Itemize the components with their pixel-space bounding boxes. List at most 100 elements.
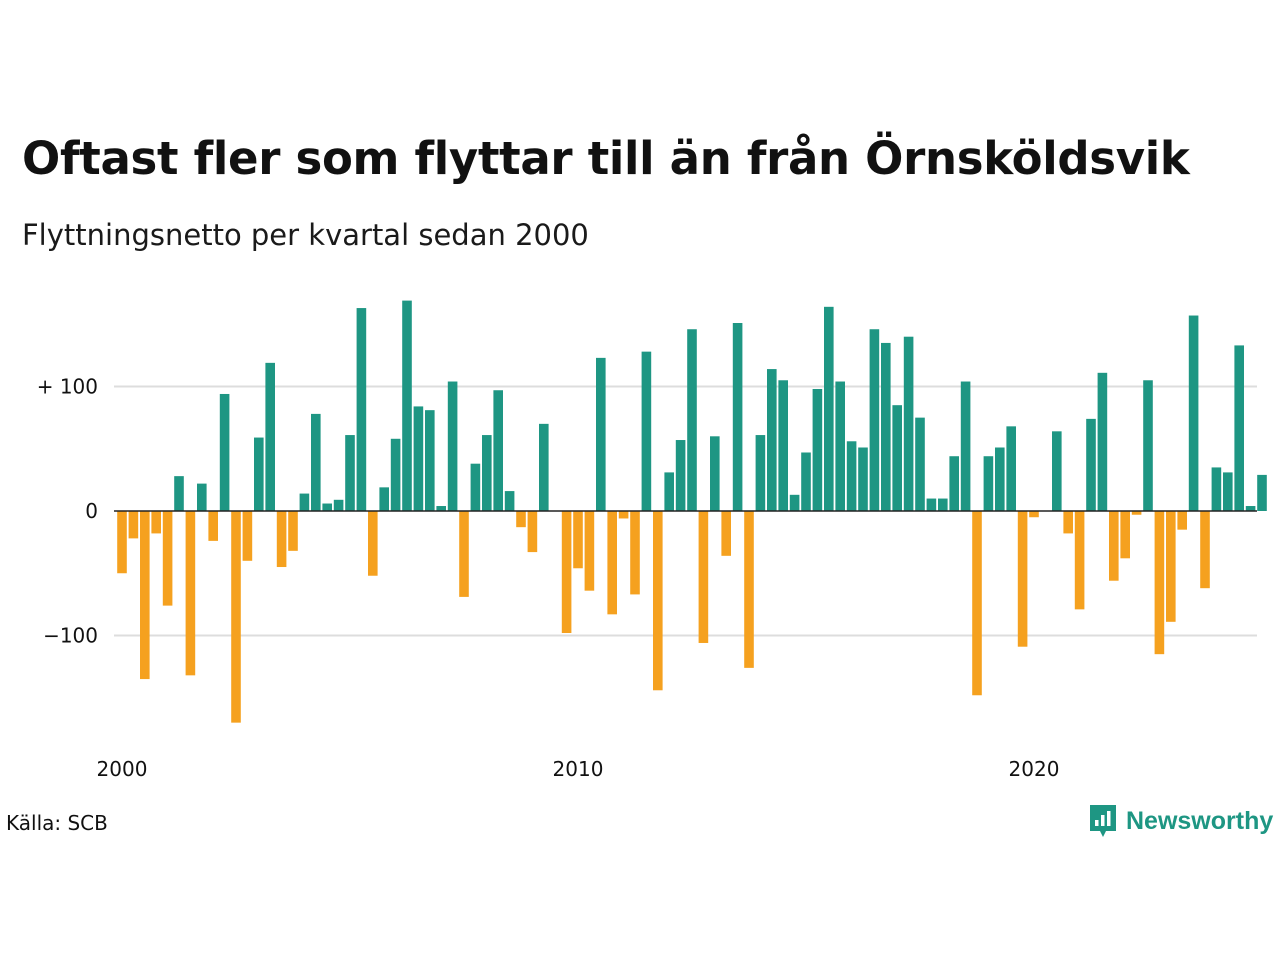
bar-2017-q3[interactable]: 2017 Q3: 75 [915,417,925,512]
bar-2006-q4[interactable]: 2006 Q4: 81 [425,410,435,511]
bar-2008-q4[interactable]: 2008 Q4: -13 [516,511,526,528]
bar-2010-q3[interactable]: 2010 Q3: 123 [596,357,606,511]
bar-2010-q4[interactable]: 2010 Q4: -83 [607,511,617,615]
bar-2011-q2[interactable]: 2011 Q2: -67 [630,511,640,595]
bar-2006-q1[interactable]: 2006 Q1: 58 [390,438,401,511]
bar-2011-q4[interactable]: 2011 Q4: -144 [653,511,663,691]
bar-2007-q3[interactable]: 2007 Q3: -69 [459,511,469,597]
bar-2015-q3[interactable]: 2015 Q3: 164 [824,306,834,511]
bar-2021-q3[interactable]: 2021 Q3: 111 [1097,372,1108,511]
bar-2003-q2[interactable]: 2003 Q2: 119 [265,362,275,511]
bar-2008-q2[interactable]: 2008 Q2: 97 [493,390,503,511]
bar-2002-q2[interactable]: 2002 Q2: 94 [219,393,230,511]
bar-2013-q3[interactable]: 2013 Q3: 151 [732,323,743,511]
bar-2007-q1[interactable]: 2007 Q1: 4 [436,506,446,511]
bar-2019-q4[interactable]: 2019 Q4: -109 [1017,511,1028,647]
bar-2003-q3[interactable]: 2003 Q3: -45 [276,511,287,568]
bar-2009-q2[interactable]: 2009 Q2: 70 [539,423,549,511]
bar-2022-q3[interactable]: 2022 Q3: 105 [1143,380,1153,511]
bar-2012-q2[interactable]: 2012 Q2: 57 [675,440,686,511]
bar-2018-q1[interactable]: 2018 Q1: 10 [938,498,948,511]
bar-2017-q2[interactable]: 2017 Q2: 140 [903,336,914,511]
bar-2016-q2[interactable]: 2016 Q2: 51 [858,447,868,512]
bar-2014-q3[interactable]: 2014 Q3: 105 [778,380,788,511]
bar-2022-q4[interactable]: 2022 Q4: -115 [1154,511,1165,655]
bar-2014-q2[interactable]: 2014 Q2: 114 [767,369,777,511]
bar-2005-q2[interactable]: 2005 Q2: 163 [356,308,367,511]
bar-2023-q1[interactable]: 2023 Q1: -89 [1166,511,1176,622]
bar-2014-q1[interactable]: 2014 Q1: 61 [755,435,766,511]
bar-2002-q4[interactable]: 2002 Q4: -40 [242,511,253,561]
bar-2023-q2[interactable]: 2023 Q2: -15 [1177,511,1187,530]
bar-2015-q4[interactable]: 2015 Q4: 104 [835,381,845,511]
bar-2015-q1[interactable]: 2015 Q1: 47 [801,452,811,511]
bar-2001-q3[interactable]: 2001 Q3: -132 [185,511,196,676]
bar-2013-q2[interactable]: 2013 Q2: -36 [721,511,731,556]
bar-2013-q1[interactable]: 2013 Q1: 60 [710,436,720,511]
bar-2011-q3[interactable]: 2011 Q3: 128 [641,351,652,511]
bar-2023-q4[interactable]: 2023 Q4: -62 [1200,511,1210,589]
bar-2012-q1[interactable]: 2012 Q1: 31 [664,472,674,511]
bar-2003-q4[interactable]: 2003 Q4: -32 [288,511,298,551]
bar-2004-q3[interactable]: 2004 Q3: 6 [322,503,332,511]
bar-2020-q3[interactable]: 2020 Q3: 64 [1052,431,1062,511]
bar-2004-q4[interactable]: 2004 Q4: 9 [333,499,344,511]
bar-2010-q2[interactable]: 2010 Q2: -64 [584,511,595,591]
bar-2020-q4[interactable]: 2020 Q4: -18 [1063,511,1073,534]
bar-2016-q3[interactable]: 2016 Q3: 146 [869,329,880,511]
bar-2023-q3[interactable]: 2023 Q3: 157 [1188,315,1199,511]
bar-2001-q1[interactable]: 2001 Q1: -76 [162,511,173,606]
bar-2007-q2[interactable]: 2007 Q2: 104 [447,381,458,511]
bar-2019-q1[interactable]: 2019 Q1: 44 [983,456,994,511]
bar-2006-q2[interactable]: 2006 Q2: 169 [402,300,412,511]
bar-2000-q4[interactable]: 2000 Q4: -18 [151,511,161,534]
bar-2010-q1[interactable]: 2010 Q1: -46 [573,511,583,569]
bar-2000-q2[interactable]: 2000 Q2: -22 [128,511,139,539]
bar-2012-q3[interactable]: 2012 Q3: 146 [687,329,697,511]
bar-2018-q4[interactable]: 2018 Q4: -148 [972,511,982,696]
bar-2008-q1[interactable]: 2008 Q1: 61 [482,435,492,511]
bar-2004-q2[interactable]: 2004 Q2: 78 [311,413,321,511]
bar-2016-q1[interactable]: 2016 Q1: 56 [846,441,857,511]
bar-2008-q3[interactable]: 2008 Q3: 16 [504,491,515,511]
bar-2014-q4[interactable]: 2014 Q4: 13 [789,494,800,511]
bar-2017-q4[interactable]: 2017 Q4: 10 [926,498,937,511]
bar-2016-q4[interactable]: 2016 Q4: 135 [881,342,891,511]
bar-2004-q1[interactable]: 2004 Q1: 14 [299,493,310,511]
bar-2019-q3[interactable]: 2019 Q3: 68 [1006,426,1016,511]
bar-2024-q3[interactable]: 2024 Q3: 133 [1234,345,1244,511]
bar-2024-q1[interactable]: 2024 Q1: 35 [1211,467,1222,511]
bar-2020-q1[interactable]: 2020 Q1: -5 [1029,511,1039,518]
bar-2015-q2[interactable]: 2015 Q2: 98 [812,388,823,511]
bar-2005-q4[interactable]: 2005 Q4: 19 [379,487,389,511]
bar-2007-q4[interactable]: 2007 Q4: 38 [470,463,481,511]
bar-2022-q2[interactable]: 2022 Q2: -3 [1131,511,1142,515]
bar-2002-q3[interactable]: 2002 Q3: -170 [231,511,241,723]
bar-2006-q3[interactable]: 2006 Q3: 84 [413,406,424,511]
bar-2013-q4[interactable]: 2013 Q4: -126 [744,511,754,668]
bar-2021-q1[interactable]: 2021 Q1: -79 [1074,511,1085,610]
bar-2002-q1[interactable]: 2002 Q1: -24 [208,511,218,541]
bar-2019-q2[interactable]: 2019 Q2: 51 [995,447,1005,512]
bar-2017-q1[interactable]: 2017 Q1: 85 [892,405,902,511]
bar-2025-q1[interactable]: 2025 Q1: 29 [1257,474,1267,511]
bar-2005-q1[interactable]: 2005 Q1: 61 [345,435,355,511]
bar-2000-q3[interactable]: 2000 Q3: -135 [140,511,150,680]
bar-2021-q4[interactable]: 2021 Q4: -56 [1109,511,1119,581]
bar-2009-q1[interactable]: 2009 Q1: -33 [527,511,538,553]
bar-2012-q4[interactable]: 2012 Q4: -106 [698,511,709,643]
bar-2000-q1[interactable]: 2000 Q1: -50 [117,511,127,574]
bar-2011-q1[interactable]: 2011 Q1: -6 [618,511,629,519]
bar-2001-q4[interactable]: 2001 Q4: 22 [197,483,207,511]
bar-2024-q4[interactable]: 2024 Q4: 4 [1245,506,1256,511]
bar-2018-q3[interactable]: 2018 Q3: 104 [960,381,971,511]
bar-2001-q2[interactable]: 2001 Q2: 28 [174,476,184,511]
bar-2021-q2[interactable]: 2021 Q2: 74 [1086,418,1096,511]
bar-2009-q4[interactable]: 2009 Q4: -98 [561,511,572,634]
bar-2022-q1[interactable]: 2022 Q1: -38 [1120,511,1130,559]
bar-2024-q2[interactable]: 2024 Q2: 31 [1223,472,1233,511]
bar-2005-q3[interactable]: 2005 Q3: -52 [368,511,378,576]
bar-2018-q2[interactable]: 2018 Q2: 44 [949,456,959,511]
newsworthy-logo[interactable]: Newsworthy [1088,803,1273,839]
bar-2003-q1[interactable]: 2003 Q1: 59 [254,437,264,511]
